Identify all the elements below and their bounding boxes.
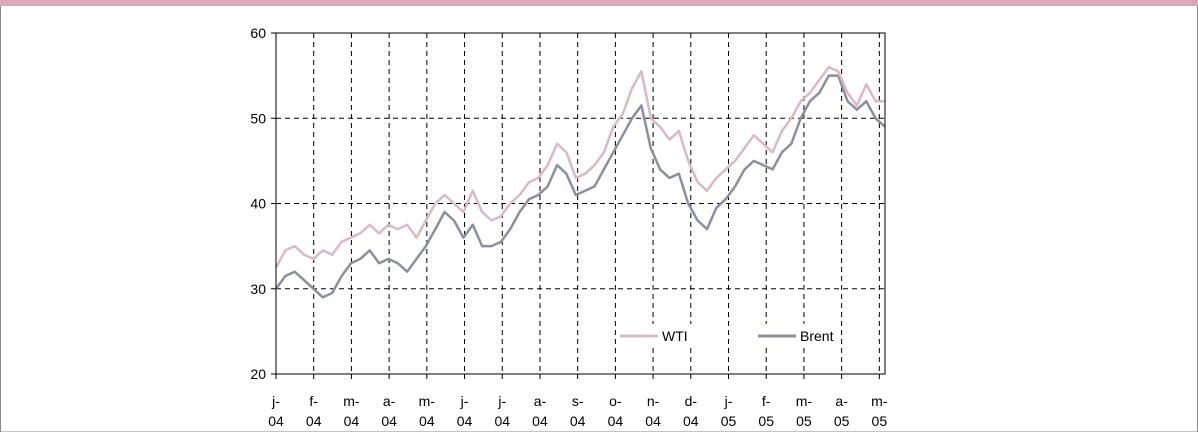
x-tick-label: j- (497, 393, 506, 409)
x-tick-label: 04 (268, 413, 284, 429)
y-tick-label: 50 (250, 110, 266, 126)
x-tick-label: 04 (494, 413, 510, 429)
x-tick-label: m- (343, 393, 360, 409)
y-tick-label: 60 (250, 25, 266, 41)
x-tick-label: a- (383, 393, 396, 409)
top-band (0, 0, 1198, 6)
legend-label: WTI (662, 328, 688, 344)
x-tick-label: j- (460, 393, 469, 409)
x-tick-label: m- (871, 393, 888, 409)
x-tick-label: o- (609, 393, 622, 409)
series-line (274, 74, 886, 299)
x-tick-label: 05 (796, 413, 812, 429)
series-line (274, 65, 885, 269)
x-tick-label: 04 (532, 413, 548, 429)
x-tick-label: 05 (872, 413, 888, 429)
x-tick-label: 04 (683, 413, 699, 429)
x-tick-label: 04 (419, 413, 435, 429)
x-tick-label: 04 (608, 413, 624, 429)
x-tick-label: 05 (721, 413, 737, 429)
x-tick-label: d- (685, 393, 698, 409)
x-tick-label: 04 (457, 413, 473, 429)
x-tick-label: j- (271, 393, 280, 409)
x-tick-label: 04 (645, 413, 661, 429)
x-tick-label: 04 (306, 413, 322, 429)
x-tick-label: 05 (758, 413, 774, 429)
x-tick-label: j- (724, 393, 733, 409)
x-tick-label: 04 (381, 413, 397, 429)
y-tick-label: 20 (250, 366, 266, 382)
x-tick-label: m- (419, 393, 436, 409)
x-tick-label: m- (796, 393, 813, 409)
x-tick-label: 04 (570, 413, 586, 429)
x-tick-label: f- (309, 393, 318, 409)
y-tick-label: 30 (250, 281, 266, 297)
y-tick-label: 40 (250, 196, 266, 212)
x-tick-label: 04 (344, 413, 360, 429)
x-tick-label: f- (762, 393, 771, 409)
x-tick-label: n- (647, 393, 660, 409)
legend-label: Brent (800, 328, 834, 344)
x-tick-label: a- (835, 393, 848, 409)
x-tick-label: 05 (834, 413, 850, 429)
plot-frame (275, 32, 886, 375)
x-tick-label: a- (534, 393, 547, 409)
x-tick-label: s- (572, 393, 584, 409)
